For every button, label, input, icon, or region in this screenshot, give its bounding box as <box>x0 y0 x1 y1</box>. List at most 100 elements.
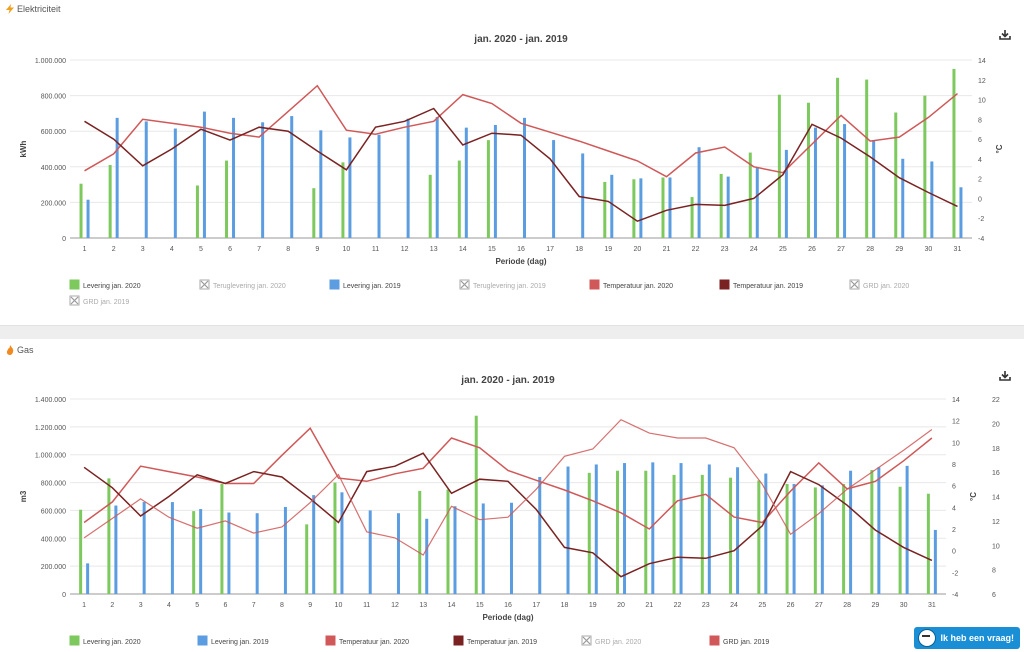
x-tick-label: 4 <box>167 602 171 609</box>
help-button[interactable]: Ik heb een vraag! <box>914 627 1020 649</box>
x-tick-label: 16 <box>504 602 512 609</box>
x-tick-label: 24 <box>750 246 758 253</box>
legend-item[interactable]: Levering jan. 2020 <box>69 635 141 646</box>
download-icon[interactable] <box>999 371 1011 381</box>
chart-title: jan. 2020 - jan. 2019 <box>460 375 555 386</box>
bar-levering-2019 <box>319 130 323 238</box>
bar-levering-2019 <box>232 117 236 238</box>
line-grd-2019 <box>83 418 933 556</box>
electricity-chart: jan. 2020 - jan. 2019 0 200.000 400.000 600.… <box>19 30 1011 306</box>
legend-item[interactable]: Temperatuur jan. 2020 <box>589 279 673 290</box>
y2-tick-label: 2 <box>978 177 982 184</box>
bar-levering-2019 <box>523 117 526 238</box>
x-tick-label: 3 <box>141 246 145 253</box>
bar-levering-2019 <box>510 502 513 594</box>
legend-label: GRD jan. 2020 <box>595 639 641 646</box>
electricity-section-title: Elektriciteit <box>6 4 61 14</box>
y2-tick-label: 12 <box>978 78 986 85</box>
legend-swatch <box>325 635 336 646</box>
y2-tick-label: 12 <box>952 419 960 426</box>
x-tick-label: 2 <box>110 602 114 609</box>
x-tick-label: 11 <box>363 602 370 609</box>
legend-swatch <box>197 635 208 646</box>
lightning-icon <box>6 4 14 14</box>
gas-section-label: Gas <box>17 345 34 355</box>
bar-levering-2019 <box>255 513 259 594</box>
x-tick-label: 8 <box>286 246 290 253</box>
y-tick-label: 400.000 <box>41 165 66 172</box>
legend-item[interactable]: GRD jan. 2020 <box>581 635 641 646</box>
y3-tick-label: 20 <box>992 421 1000 428</box>
legend-item[interactable]: GRD jan. 2020 <box>849 279 909 290</box>
y2-tick-label: -2 <box>952 570 958 577</box>
legend-item[interactable]: Teruglevering jan. 2020 <box>199 279 286 290</box>
y2-tick-label: -4 <box>978 236 984 243</box>
bar-levering-2019 <box>115 117 119 238</box>
x-tick-label: 14 <box>459 246 467 253</box>
legend-item[interactable]: Levering jan. 2019 <box>197 635 269 646</box>
bar-levering-2019 <box>290 116 294 238</box>
y2-tick-label: 10 <box>978 98 986 105</box>
legend-item[interactable]: Levering jan. 2020 <box>69 279 141 290</box>
x-axis-label: Periode (dag) <box>482 613 533 622</box>
legend-item[interactable]: Teruglevering jan. 2019 <box>459 279 546 290</box>
y-tick-label: 1.400.000 <box>35 397 66 404</box>
x-tick-label: 17 <box>546 246 554 253</box>
legend-disabled-icon <box>460 280 469 289</box>
download-icon[interactable] <box>999 30 1011 40</box>
x-tick-label: 25 <box>779 246 787 253</box>
legend-item[interactable]: Levering jan. 2019 <box>329 279 401 290</box>
y3-tick-label: 18 <box>992 446 1000 453</box>
legend-label: Temperatuur jan. 2019 <box>467 639 537 646</box>
y2-tick-label: -4 <box>952 592 958 599</box>
x-tick-label: 19 <box>589 602 597 609</box>
bar-levering-2020 <box>225 160 229 238</box>
x-tick-label: 30 <box>924 246 932 253</box>
bar-levering-2020 <box>474 415 478 594</box>
x-tick-label: 19 <box>604 246 612 253</box>
x-tick-label: 14 <box>448 602 456 609</box>
legend-label: Temperatuur jan. 2020 <box>603 283 673 290</box>
legend-item[interactable]: Temperatuur jan. 2019 <box>453 635 537 646</box>
legend-item[interactable]: Temperatuur jan. 2019 <box>719 279 803 290</box>
x-tick-label: 8 <box>280 602 284 609</box>
x-tick-label: 13 <box>419 602 427 609</box>
x-tick-label: 5 <box>195 602 199 609</box>
y-tick-label: 0 <box>62 592 66 599</box>
x-tick-label: 6 <box>228 246 232 253</box>
x-tick-label: 7 <box>257 246 261 253</box>
bar-levering-2020 <box>418 490 422 594</box>
x-tick-label: 2 <box>112 246 116 253</box>
legend-item[interactable]: Temperatuur jan. 2020 <box>325 635 409 646</box>
bar-levering-2020 <box>729 477 733 594</box>
y-tick-label: 800.000 <box>41 481 66 488</box>
y-tick-label: 600.000 <box>41 508 66 515</box>
bar-levering-2019 <box>86 563 90 594</box>
x-tick-label: 18 <box>561 602 569 609</box>
bar-levering-2020 <box>108 165 112 238</box>
legend-swatch <box>709 635 720 646</box>
bar-levering-2020 <box>952 68 956 239</box>
bar-levering-2020 <box>836 77 840 238</box>
bar-levering-2019 <box>493 124 497 238</box>
y-tick-label: 1.000.000 <box>35 453 66 460</box>
flame-icon <box>6 345 14 355</box>
bar-levering-2019 <box>813 127 817 238</box>
bar-levering-2020 <box>195 185 199 238</box>
line-temperatuur-2019 <box>84 107 958 223</box>
bar-levering-2019 <box>283 506 287 594</box>
x-tick-label: 24 <box>730 602 738 609</box>
legend-disabled-icon <box>70 296 79 305</box>
x-tick-label: 1 <box>83 246 87 253</box>
gas-panel: Gas jan. 2020 - jan. 2019 0 200.000 400.000… <box>0 339 1024 652</box>
bar-levering-2019 <box>764 473 768 594</box>
bar-levering-2019 <box>435 116 439 238</box>
legend-item[interactable]: GRD jan. 2019 <box>709 635 769 646</box>
bar-levering-2019 <box>348 137 352 238</box>
y2-tick-label: 10 <box>952 440 960 447</box>
bar-levering-2019 <box>930 161 934 238</box>
bar-levering-2020 <box>79 509 83 594</box>
bar-levering-2019 <box>552 140 556 238</box>
legend-item[interactable]: GRD jan. 2019 <box>69 295 129 306</box>
y2-tick-label: 14 <box>952 397 960 404</box>
